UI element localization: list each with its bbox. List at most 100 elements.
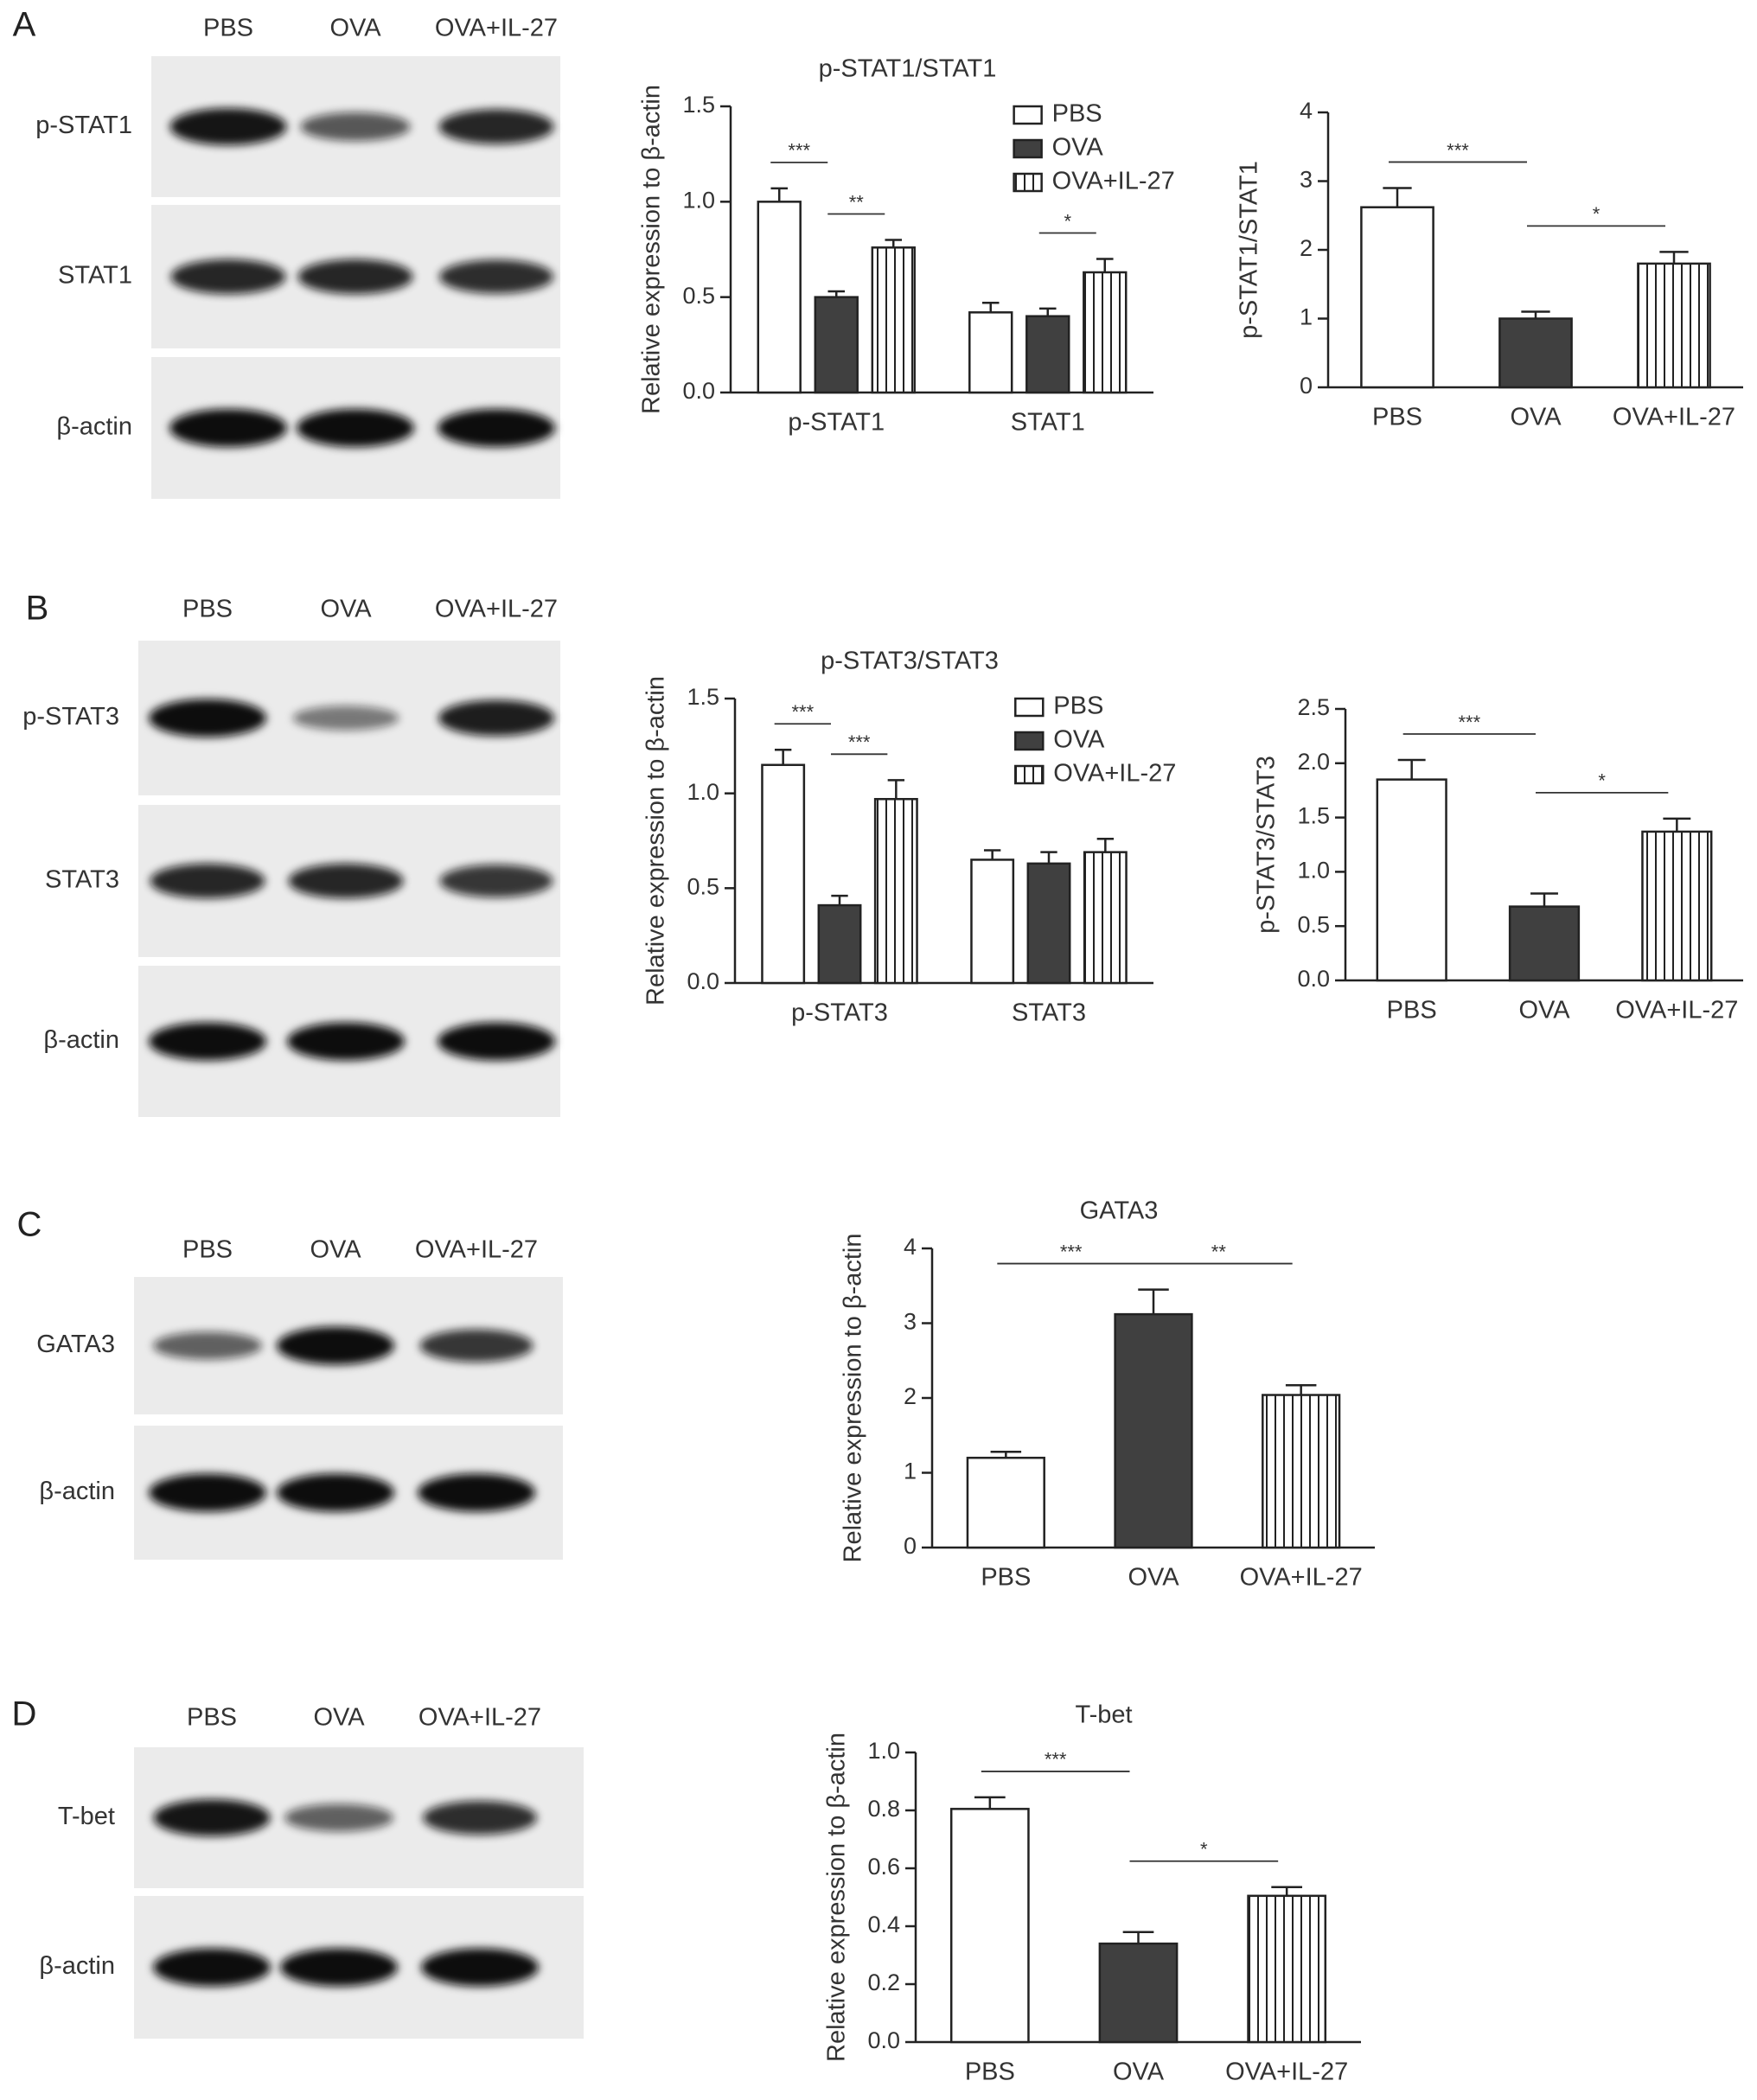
band [169, 409, 287, 447]
significance-label: * [1064, 210, 1071, 232]
band [438, 1022, 555, 1061]
bar [966, 1456, 1045, 1549]
bar [1498, 317, 1573, 389]
lane-label: OVA+IL-27 [435, 596, 558, 623]
bar [1114, 1312, 1193, 1549]
bar [761, 763, 806, 985]
y-tick-label: 1.0 [867, 1738, 900, 1764]
y-tick-label: 1.0 [682, 187, 715, 213]
band [153, 1331, 262, 1360]
band [419, 1329, 533, 1363]
chart-title: T-bet [1075, 1701, 1132, 1729]
y-tick-label: 0 [1300, 373, 1313, 399]
band [438, 409, 555, 447]
y-axis-label: Relative expression to β-actin [642, 676, 670, 1005]
y-tick-label: 1.0 [1297, 858, 1330, 884]
y-tick-label: 0.5 [687, 873, 719, 899]
legend-label: PBS [1052, 100, 1102, 128]
panel-letter: D [12, 1695, 37, 1733]
x-tick-label: OVA [1113, 2059, 1165, 2086]
row-label: β-actin [43, 1026, 119, 1054]
error-bar [1530, 892, 1558, 907]
legend-label: OVA [1052, 134, 1104, 162]
significance-label: *** [848, 731, 871, 753]
bar [1376, 778, 1447, 982]
error-bar [981, 302, 1000, 313]
band [280, 1948, 398, 1987]
significance-label: *** [1458, 712, 1480, 733]
bar [1083, 271, 1128, 394]
legend-swatch [1013, 172, 1043, 193]
band [292, 705, 399, 731]
y-tick-label: 0.8 [867, 1796, 900, 1822]
bar [1508, 905, 1581, 982]
error-bar [885, 239, 903, 248]
y-axis-label: Relative expression to β-actin [823, 1733, 851, 2062]
legend-swatch [1013, 105, 1043, 125]
error-bar [1040, 851, 1057, 864]
significance-label: *** [788, 140, 810, 162]
y-tick-label: 1.5 [687, 684, 719, 710]
band [284, 1803, 393, 1832]
band [418, 1473, 535, 1512]
error-bar [1663, 817, 1691, 832]
error-bar [990, 1451, 1022, 1459]
error-bar [983, 849, 1001, 860]
significance-label: * [1593, 203, 1600, 225]
lane-label: OVA [320, 596, 372, 623]
band [153, 1948, 271, 1987]
y-tick-label: 2.5 [1297, 694, 1330, 720]
bar [1025, 315, 1070, 394]
panel-letter: B [26, 590, 49, 628]
band [439, 259, 553, 294]
band [438, 699, 554, 737]
y-tick-label: 1 [1300, 304, 1313, 330]
y-tick-label: 0.2 [867, 1969, 900, 1995]
x-tick-label: OVA [1128, 1564, 1179, 1592]
legend-label: OVA [1053, 726, 1105, 754]
y-tick-label: 4 [1300, 98, 1313, 124]
x-tick-label: OVA+IL-27 [1225, 2059, 1348, 2086]
panel-letter: C [17, 1206, 42, 1244]
error-bar [1397, 758, 1426, 780]
y-axis-label: Relative expression to β-actin [840, 1234, 867, 1563]
error-bar [974, 1796, 1006, 1810]
significance-label: * [1200, 1839, 1208, 1861]
band [277, 1326, 394, 1365]
legend-label: PBS [1053, 693, 1103, 720]
error-bar [1138, 1288, 1169, 1315]
y-tick-label: 0.5 [1297, 911, 1330, 937]
y-tick-label: 1 [904, 1459, 917, 1484]
bar [1247, 1894, 1327, 2044]
lane-label: PBS [182, 1236, 233, 1264]
x-tick-label: STAT3 [1012, 999, 1086, 1027]
lane-label: OVA+IL-27 [418, 1704, 541, 1732]
band [300, 112, 411, 142]
y-tick-label: 1.5 [682, 92, 715, 118]
y-axis-label: Relative expression to β-actin [638, 85, 666, 414]
band [149, 1022, 266, 1061]
x-tick-label: OVA+IL-27 [1615, 997, 1738, 1024]
y-tick-label: 0.0 [867, 2027, 900, 2053]
y-tick-label: 0 [904, 1533, 917, 1559]
band [297, 409, 414, 447]
row-label: T-bet [58, 1803, 115, 1830]
band [438, 109, 554, 144]
chart-title: GATA3 [1080, 1197, 1159, 1225]
lane-label: OVA [310, 1236, 361, 1264]
x-tick-label: PBS [965, 2059, 1015, 2086]
bar [1637, 262, 1711, 389]
error-bar [1096, 258, 1114, 272]
y-tick-label: 4 [904, 1234, 917, 1260]
legend-swatch [1014, 764, 1045, 785]
y-tick-label: 3 [1300, 167, 1313, 193]
legend-swatch [1014, 731, 1045, 751]
significance-label: *** [1045, 1749, 1067, 1771]
row-label: p-STAT1 [35, 112, 132, 139]
y-tick-label: 1.0 [687, 779, 719, 805]
band [169, 108, 287, 145]
row-label: GATA3 [36, 1331, 115, 1358]
bar [1026, 862, 1071, 985]
lane-label: PBS [203, 15, 253, 42]
